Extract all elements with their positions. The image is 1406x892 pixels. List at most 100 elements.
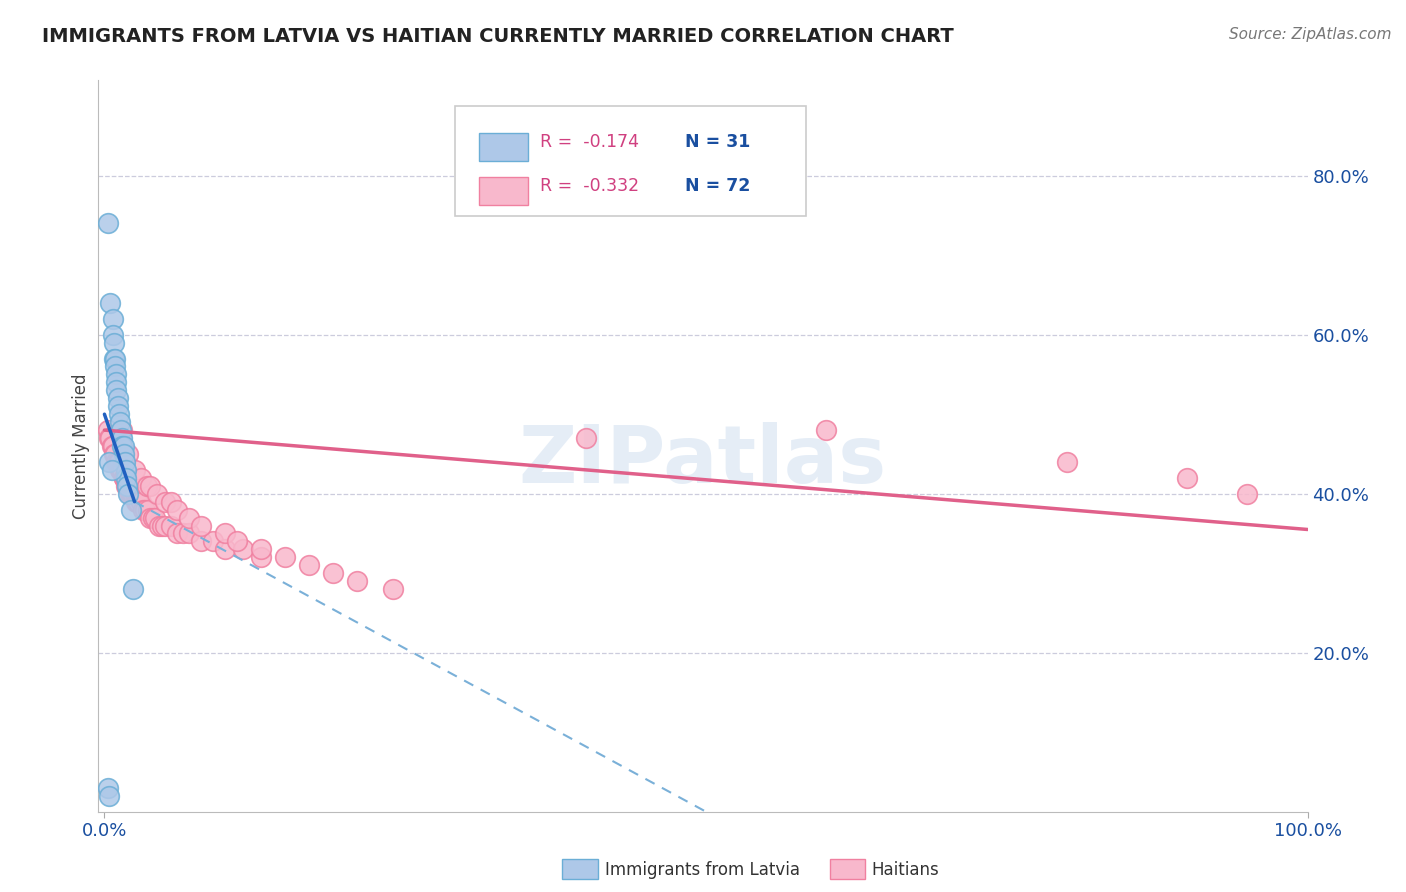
Bar [479,133,527,161]
Point [129,471,152,485]
Point [129,494,152,508]
Point [117,486,139,500]
Point [146,486,169,500]
Bar [479,177,527,204]
Point [105,384,128,398]
Point [98,789,121,803]
Point [172,526,194,541]
Point [1056,455,1078,469]
Text: N = 72: N = 72 [685,178,751,195]
Point [143,510,166,524]
Point [1175,471,1198,485]
Text: N = 31: N = 31 [685,133,751,152]
Point [105,368,128,382]
Point [346,574,368,589]
Point [159,494,181,508]
Point [177,510,200,524]
Point [101,311,124,326]
Point [110,463,132,477]
Point [214,542,236,557]
Point [105,455,128,469]
Point [124,486,146,500]
Point [100,431,122,445]
Point [122,486,145,500]
Point [815,423,838,437]
Point [108,407,131,421]
Point [101,327,124,342]
Point [103,335,125,350]
Point [117,479,139,493]
Point [232,542,254,557]
Point [250,542,273,557]
Point [166,502,188,516]
Point [111,439,134,453]
Point [111,431,134,445]
Point [108,415,131,429]
Text: Immigrants from Latvia: Immigrants from Latvia [605,861,800,879]
Point [153,494,176,508]
Point [112,471,135,485]
Text: R =  -0.332: R = -0.332 [540,178,638,195]
Point [190,518,212,533]
Point [124,463,146,477]
Point [120,486,142,500]
Point [382,582,405,596]
Point [115,463,138,477]
Point [214,526,236,541]
Point [132,502,155,516]
Text: ZIPatlas: ZIPatlas [519,422,887,500]
Point [121,486,143,500]
Point [107,392,129,406]
Point [139,479,162,493]
Point [108,455,131,469]
Point [97,423,120,437]
Point [115,471,138,485]
Point [125,494,148,508]
Point [120,502,142,516]
Point [135,479,157,493]
Point [139,510,162,524]
Point [159,518,181,533]
Point [112,439,135,453]
Point [107,399,129,413]
Point [97,780,120,795]
Point [100,439,122,453]
Point [190,534,212,549]
Point [298,558,321,573]
Point [114,455,136,469]
Point [107,455,129,469]
Text: Source: ZipAtlas.com: Source: ZipAtlas.com [1229,27,1392,42]
Text: Haitians: Haitians [872,861,939,879]
Point [101,439,124,453]
FancyBboxPatch shape [456,106,806,216]
Point [274,550,297,565]
Point [111,423,134,437]
Point [122,582,145,596]
Point [250,550,273,565]
Point [1236,486,1258,500]
Point [112,471,135,485]
Point [118,486,141,500]
Point [115,479,138,493]
Point [142,510,165,524]
Point [111,463,134,477]
Point [127,494,149,508]
Point [103,351,125,366]
Point [166,526,188,541]
Y-axis label: Currently Married: Currently Married [72,373,90,519]
Point [108,463,131,477]
Point [104,359,127,374]
Point [117,479,139,493]
Point [322,566,344,581]
Text: R =  -0.174: R = -0.174 [540,133,638,152]
Point [117,447,139,461]
Point [112,447,135,461]
Point [110,423,132,437]
Point [114,471,136,485]
Point [136,502,159,516]
Point [103,447,125,461]
Point [225,534,247,549]
Point [111,463,134,477]
Point [104,447,127,461]
Point [100,463,122,477]
